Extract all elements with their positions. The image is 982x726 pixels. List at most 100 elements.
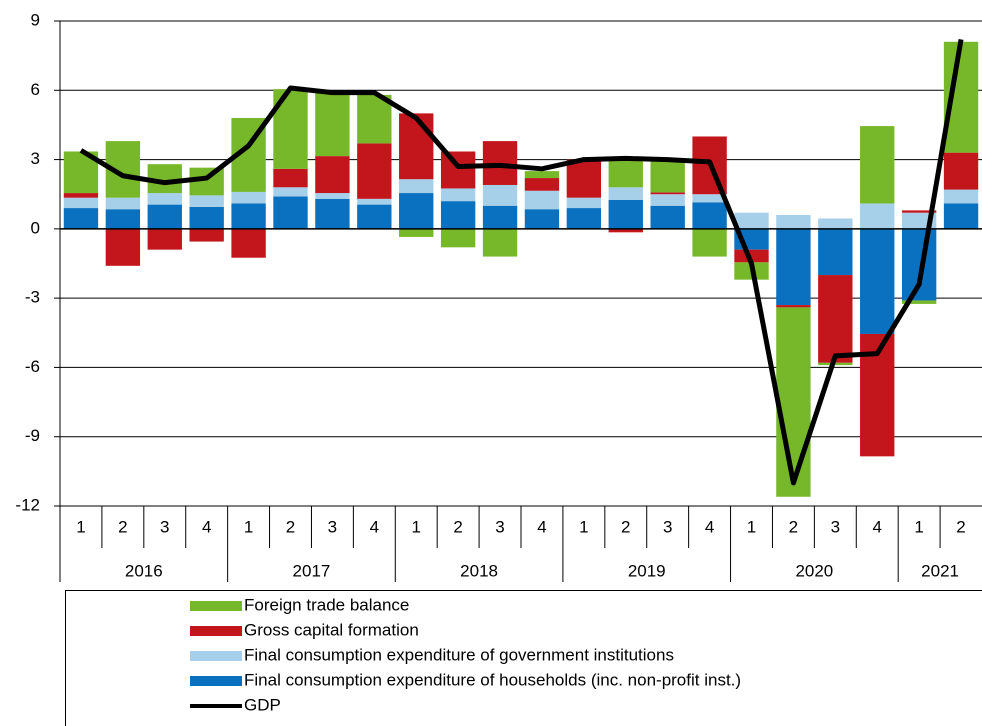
bar xyxy=(776,307,811,497)
legend-label: GDP xyxy=(244,695,281,714)
bar xyxy=(901,228,937,301)
bar xyxy=(734,249,769,263)
bar xyxy=(650,192,685,195)
bar xyxy=(63,193,99,198)
bar xyxy=(440,201,476,229)
bar xyxy=(776,228,811,306)
bar xyxy=(273,187,308,197)
bar xyxy=(650,161,685,193)
x-tick-label: 3 xyxy=(831,517,840,536)
bar xyxy=(482,228,518,257)
x-group-label: 2016 xyxy=(125,561,163,580)
line-series xyxy=(79,39,964,486)
bar xyxy=(608,159,643,188)
y-tick-label: 9 xyxy=(31,10,40,29)
bar xyxy=(943,189,979,204)
bar xyxy=(524,171,560,179)
x-group-label: 2020 xyxy=(795,561,833,580)
bar xyxy=(273,196,308,229)
bar xyxy=(357,143,392,199)
bar xyxy=(566,208,602,229)
x-group-label: 2019 xyxy=(628,561,666,580)
bar xyxy=(860,126,895,204)
bar xyxy=(901,300,937,304)
x-tick-label: 3 xyxy=(663,517,672,536)
y-tick-label: 3 xyxy=(31,149,40,168)
x-group-label: 2021 xyxy=(921,561,959,580)
bar xyxy=(818,228,853,276)
bar xyxy=(650,194,685,206)
bar xyxy=(524,178,560,191)
x-tick-label: 2 xyxy=(286,517,295,536)
bar xyxy=(105,228,141,266)
bar xyxy=(357,94,392,144)
bar xyxy=(692,228,727,257)
x-tick-label: 1 xyxy=(76,517,85,536)
bar xyxy=(357,204,392,229)
bar xyxy=(189,206,224,229)
bar xyxy=(63,197,99,209)
bar xyxy=(524,190,560,210)
bar xyxy=(943,203,979,229)
bar xyxy=(315,156,350,194)
bar xyxy=(315,198,350,229)
bar xyxy=(566,159,602,198)
y-tick-label: 6 xyxy=(31,80,40,99)
bar xyxy=(440,188,476,202)
bar xyxy=(189,228,224,242)
bar xyxy=(105,209,141,229)
bar xyxy=(231,228,266,258)
x-tick-label: 2 xyxy=(118,517,127,536)
bar xyxy=(440,151,476,189)
bar xyxy=(399,228,434,237)
bar xyxy=(776,215,811,229)
bar xyxy=(231,191,266,204)
legend-swatch xyxy=(190,651,242,661)
bar xyxy=(63,208,99,229)
bar xyxy=(692,194,727,203)
bar xyxy=(692,202,727,229)
legend-label: Foreign trade balance xyxy=(244,595,409,614)
bar xyxy=(482,184,518,206)
x-group-label: 2017 xyxy=(293,561,331,580)
legend-box xyxy=(65,590,982,726)
bar xyxy=(860,203,895,229)
legend-swatch xyxy=(190,601,242,611)
bar xyxy=(818,362,853,366)
bar xyxy=(147,193,182,205)
bar xyxy=(315,193,350,199)
legend-swatch xyxy=(190,626,242,636)
x-tick-label: 1 xyxy=(411,517,420,536)
x-tick-label: 2 xyxy=(453,517,462,536)
bar xyxy=(524,209,560,229)
bar xyxy=(315,92,350,157)
bar xyxy=(608,199,643,229)
bar xyxy=(105,197,141,210)
y-tick-label: -9 xyxy=(25,426,40,445)
bar xyxy=(650,205,685,229)
bar xyxy=(231,203,266,229)
x-tick-label: 2 xyxy=(621,517,630,536)
x-tick-label: 1 xyxy=(244,517,253,536)
bar xyxy=(818,275,853,363)
x-tick-label: 4 xyxy=(202,517,211,536)
x-tick-label: 3 xyxy=(328,517,337,536)
legend-label: Final consumption expenditure of governm… xyxy=(244,645,674,664)
legend-label: Final consumption expenditure of househo… xyxy=(244,670,741,689)
x-tick-label: 3 xyxy=(495,517,504,536)
x-tick-label: 1 xyxy=(747,517,756,536)
bar xyxy=(943,152,979,190)
y-tick-label: 0 xyxy=(31,218,40,237)
x-tick-label: 2 xyxy=(789,517,798,536)
bar xyxy=(357,198,392,205)
x-tick-label: 2 xyxy=(956,517,965,536)
legend-label: Gross capital formation xyxy=(244,620,419,639)
bar xyxy=(440,228,476,248)
x-tick-label: 3 xyxy=(160,517,169,536)
x-tick-label: 4 xyxy=(537,517,546,536)
bar xyxy=(399,193,434,229)
x-tick-label: 4 xyxy=(705,517,714,536)
bar xyxy=(776,305,811,308)
bar xyxy=(901,210,937,213)
